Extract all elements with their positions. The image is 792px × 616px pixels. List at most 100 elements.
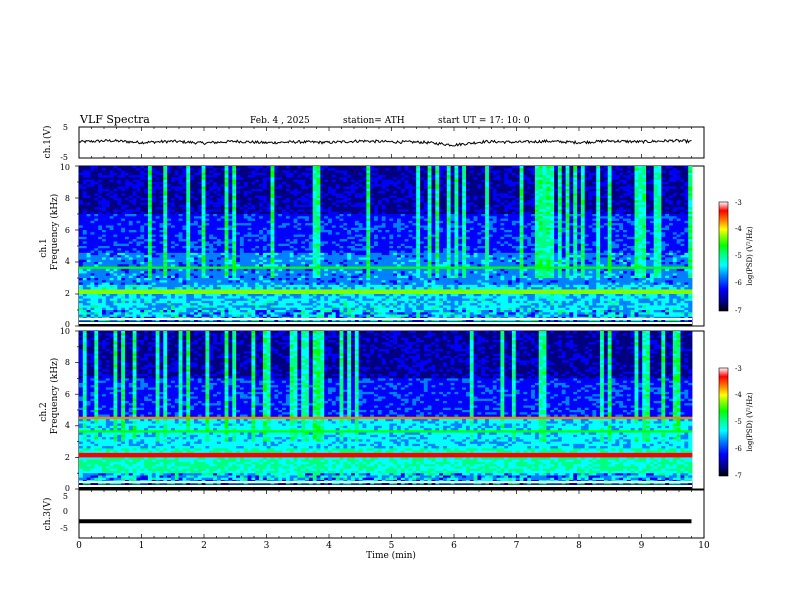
spectrogram-cell bbox=[309, 182, 313, 185]
spectrogram-cell bbox=[627, 182, 631, 185]
spectrogram-cell bbox=[608, 175, 612, 178]
spectrogram-cell bbox=[186, 180, 190, 183]
spectrogram-cell bbox=[255, 171, 259, 174]
spectrogram-cell bbox=[259, 187, 263, 190]
spectrogram-cell bbox=[428, 175, 432, 178]
spectrogram-cell bbox=[83, 166, 87, 169]
spectrogram-cell bbox=[458, 180, 462, 183]
spectrogram-cell bbox=[309, 171, 313, 174]
spectrogram-cell bbox=[397, 187, 401, 190]
spectrogram-cell bbox=[516, 180, 520, 183]
spectrogram-cell bbox=[378, 171, 382, 174]
spectrogram-cell bbox=[608, 187, 612, 190]
spectrogram-cell bbox=[117, 166, 121, 169]
spectrogram-cell bbox=[451, 166, 455, 169]
spectrogram-cell bbox=[589, 182, 593, 185]
spectrogram-cell bbox=[646, 166, 650, 169]
spectrogram-cell bbox=[623, 180, 627, 183]
spectrogram-cell bbox=[194, 166, 198, 169]
spectrogram-cell bbox=[251, 187, 255, 190]
spectrogram-cell bbox=[286, 175, 290, 178]
spectrogram-cell bbox=[194, 175, 198, 178]
spectrogram-cell bbox=[232, 166, 236, 169]
spectrogram-cell bbox=[366, 175, 370, 178]
spectrogram-cell bbox=[546, 171, 550, 174]
spectrogram-cell bbox=[317, 171, 321, 174]
spectrogram-cell bbox=[531, 182, 535, 185]
spectrogram-cell bbox=[451, 171, 455, 174]
spectrogram-cell bbox=[451, 187, 455, 190]
spectrogram-cell bbox=[294, 187, 298, 190]
spectrogram-cell bbox=[439, 187, 443, 190]
spectrogram-cell bbox=[562, 171, 566, 174]
spectrogram-cell bbox=[366, 187, 370, 190]
spectrogram-cell bbox=[650, 171, 654, 174]
spectrogram-cell bbox=[627, 187, 631, 190]
spectrogram-cell bbox=[681, 180, 685, 183]
spectrogram-cell bbox=[677, 175, 681, 178]
spectrogram-cell bbox=[179, 180, 183, 183]
spectrogram-cell bbox=[83, 182, 87, 185]
spectrogram-cell bbox=[378, 180, 382, 183]
spectrogram-cell bbox=[500, 182, 504, 185]
spectrogram-cell bbox=[462, 182, 466, 185]
spectrogram-cell bbox=[324, 180, 328, 183]
spectrogram-cell bbox=[596, 175, 600, 178]
spectrogram-cell bbox=[228, 182, 232, 185]
spectrogram-cell bbox=[290, 182, 294, 185]
spectrogram-cell bbox=[121, 175, 125, 178]
spectrogram-cell bbox=[412, 166, 416, 169]
spectrogram-cell bbox=[90, 166, 94, 169]
spectrogram-cell bbox=[328, 171, 332, 174]
spectrogram-cell bbox=[133, 171, 137, 174]
spectrogram-cell bbox=[512, 171, 516, 174]
spectrogram-cell bbox=[98, 182, 102, 185]
spectrogram-cell bbox=[520, 182, 524, 185]
spectrogram-cell bbox=[359, 175, 363, 178]
spectrogram-cell bbox=[328, 187, 332, 190]
spectrogram-cell bbox=[213, 166, 217, 169]
spectrogram-cell bbox=[83, 171, 87, 174]
spectrogram-cell bbox=[562, 180, 566, 183]
spectrogram-cell bbox=[669, 171, 673, 174]
spectrogram-cell bbox=[539, 187, 543, 190]
spectrogram-cell bbox=[366, 171, 370, 174]
spectrogram-cell bbox=[439, 180, 443, 183]
spectrogram-cell bbox=[286, 171, 290, 174]
spectrogram-cell bbox=[225, 182, 229, 185]
spectrogram-cell bbox=[397, 175, 401, 178]
spectrogram-cell bbox=[286, 180, 290, 183]
spectrogram-cell bbox=[550, 187, 554, 190]
spectrogram-cell bbox=[171, 166, 175, 169]
spectrogram-cell bbox=[405, 175, 409, 178]
spectrogram-cell bbox=[654, 180, 658, 183]
spectrogram-cell bbox=[278, 166, 282, 169]
spectrogram-cell bbox=[90, 171, 94, 174]
spectrogram-cell bbox=[290, 187, 294, 190]
spectrogram-cell bbox=[546, 182, 550, 185]
spectrogram-cell bbox=[535, 166, 539, 169]
spectrogram-cell bbox=[194, 182, 198, 185]
spectrogram-cell bbox=[462, 187, 466, 190]
spectrogram-cell bbox=[508, 171, 512, 174]
spectrogram-cell bbox=[389, 171, 393, 174]
spectrogram-cell bbox=[313, 182, 317, 185]
spectrogram-cell bbox=[497, 180, 501, 183]
spectrogram-cell bbox=[569, 182, 573, 185]
spectrogram-cell bbox=[159, 171, 163, 174]
spectrogram-cell bbox=[236, 187, 240, 190]
spectrogram-cell bbox=[493, 180, 497, 183]
spectrogram-cell bbox=[282, 171, 286, 174]
spectrogram-cell bbox=[401, 187, 405, 190]
spectrogram-cell bbox=[573, 171, 577, 174]
spectrogram-cell bbox=[408, 182, 412, 185]
spectrogram-cell bbox=[332, 187, 336, 190]
spectrogram-cell bbox=[336, 180, 340, 183]
spectrogram-cell bbox=[543, 171, 547, 174]
spectrogram-cell bbox=[225, 166, 229, 169]
spectrogram-cell bbox=[313, 175, 317, 178]
spectrogram-cell bbox=[462, 180, 466, 183]
spectrogram-cell bbox=[125, 182, 129, 185]
spectrogram-cell bbox=[274, 171, 278, 174]
spectrogram-cell bbox=[523, 175, 527, 178]
